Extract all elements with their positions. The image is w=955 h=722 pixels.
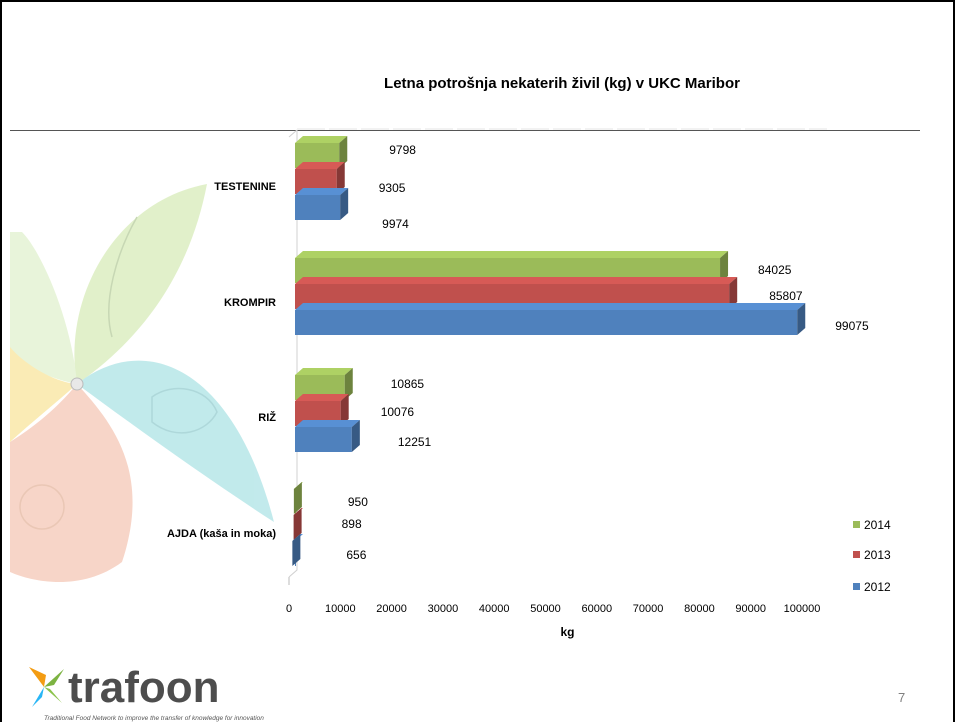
bar-side: [729, 277, 738, 309]
x-tick-label: 90000: [735, 603, 766, 615]
legend-label: 2012: [864, 580, 891, 594]
bar-top: [295, 394, 349, 401]
bar-side: [292, 534, 301, 566]
title-divider: [10, 130, 920, 131]
category-label: KROMPIR: [224, 297, 276, 309]
axis-wall-top: [288, 129, 298, 138]
data-label: 10076: [381, 405, 415, 419]
legend-swatch: [853, 583, 860, 590]
bar-side: [797, 303, 806, 335]
data-label: 9798: [389, 143, 416, 157]
bar-top: [295, 188, 349, 195]
data-label: 656: [346, 548, 366, 562]
x-tick-label: 50000: [530, 603, 561, 615]
data-label: 898: [342, 517, 362, 531]
bar: [295, 195, 341, 220]
data-label: 12251: [398, 435, 432, 449]
x-tick-label: 80000: [684, 603, 715, 615]
x-tick-label: 10000: [325, 603, 356, 615]
x-tick-label: 60000: [582, 603, 613, 615]
data-label: 99075: [835, 319, 869, 333]
data-label: 84025: [758, 263, 792, 277]
bar-side: [340, 188, 349, 220]
page-number: 7: [898, 690, 906, 705]
bar-top: [295, 368, 353, 375]
bar-side: [293, 482, 302, 514]
pinwheel-logo-icon: [29, 667, 64, 707]
bar-side: [293, 508, 302, 540]
x-tick-label: 100000: [784, 603, 821, 615]
bar-top: [295, 277, 738, 284]
x-tick-label: 20000: [376, 603, 407, 615]
bar-side: [351, 420, 360, 452]
x-tick-label: 70000: [633, 603, 664, 615]
data-label: 9974: [382, 217, 409, 231]
bar-side: [344, 368, 353, 400]
legend-swatch: [853, 521, 860, 528]
x-tick-label: 0: [286, 603, 292, 615]
data-label: 950: [348, 495, 368, 509]
x-tick-label: 30000: [428, 603, 459, 615]
logo-tagline: Traditional Food Network to improve the …: [44, 715, 264, 722]
legend-label: 2014: [864, 518, 891, 532]
category-label: AJDA (kaša in moka): [167, 528, 276, 540]
bar-side: [339, 136, 348, 168]
category-label: TESTENINE: [214, 181, 276, 193]
bar-side: [340, 394, 349, 426]
x-tick-label: 40000: [479, 603, 510, 615]
legend-swatch: [853, 551, 860, 558]
bar-top: [295, 251, 729, 258]
bar: [295, 310, 798, 335]
bar-top: [295, 303, 806, 310]
bar-side: [336, 162, 345, 194]
bar-side: [720, 251, 729, 283]
category-label: RIŽ: [258, 411, 276, 424]
bar-top: [295, 162, 345, 169]
data-label: 10865: [391, 377, 425, 391]
logo-wordmark: trafoon: [68, 663, 220, 712]
data-label: 9305: [379, 181, 406, 195]
trafoon-logo: trafoon Traditional Food Network to impr…: [24, 657, 324, 722]
bar-top: [295, 420, 360, 427]
chart-title: Letna potrošnja nekaterih živil (kg) v U…: [384, 75, 740, 92]
bar-top: [295, 136, 348, 143]
legend-label: 2013: [864, 548, 891, 562]
bar: [295, 427, 352, 452]
data-label: 85807: [769, 289, 803, 303]
x-axis-title: kg: [560, 625, 574, 639]
